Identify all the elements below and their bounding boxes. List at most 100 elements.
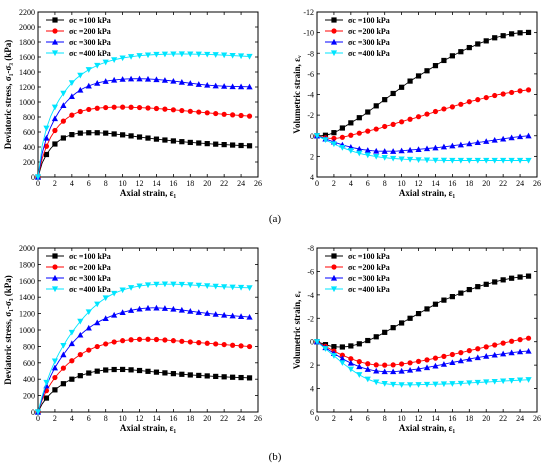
data-point: [432, 144, 439, 151]
series-1: [314, 29, 532, 139]
data-point: [204, 310, 211, 316]
data-point: [474, 379, 481, 386]
x-tick-label: 0: [36, 414, 40, 423]
legend-label: σc =400 kPa: [348, 285, 390, 294]
data-point: [43, 125, 50, 132]
legend-label: σc =200 kPa: [348, 263, 390, 272]
data-point: [127, 75, 135, 82]
y-tick-label: -4: [307, 291, 314, 300]
data-point: [161, 77, 169, 83]
data-point: [466, 44, 472, 51]
data-point: [373, 367, 380, 374]
y-tick-label: 200: [23, 158, 35, 167]
data-point: [424, 306, 430, 312]
legend-label: σc =400 kPa: [69, 49, 111, 58]
data-point: [475, 284, 481, 290]
legend-label: σc =100 kPa: [348, 252, 390, 261]
data-point: [213, 141, 219, 147]
legend-label: σc =100 kPa: [69, 252, 111, 261]
data-point: [221, 111, 227, 117]
data-point: [415, 311, 422, 317]
data-point: [415, 157, 422, 163]
legend-marker: [330, 38, 338, 45]
data-point: [68, 329, 75, 336]
legend: σc =100 kPa σc =200 kPa σc =300 kPa σc =400…: [325, 252, 390, 294]
data-point: [170, 138, 176, 144]
x-tick-label: 6: [366, 179, 370, 188]
data-point: [77, 352, 83, 358]
legend-label: σc =400 kPa: [348, 49, 390, 58]
x-tick-label: 8: [104, 414, 108, 423]
data-point: [500, 91, 506, 97]
data-point: [406, 366, 414, 373]
data-point: [52, 127, 58, 134]
data-point: [390, 368, 397, 375]
data-point: [525, 87, 532, 93]
data-point: [237, 284, 245, 291]
data-point: [187, 139, 193, 146]
data-point: [179, 107, 185, 114]
data-point: [51, 358, 59, 365]
data-point: [85, 324, 92, 331]
data-point: [500, 277, 506, 283]
x-tick-label: 6: [87, 414, 91, 423]
series-1: [35, 366, 253, 415]
x-axis-label: Axial strain, ε₁: [120, 423, 177, 433]
data-point: [347, 359, 354, 366]
legend-label: σc =100 kPa: [69, 16, 111, 25]
data-point: [458, 350, 464, 356]
y-tick-label: 1000: [19, 98, 35, 107]
data-point: [516, 157, 524, 164]
data-point: [60, 342, 67, 349]
y-tick-label: 200: [23, 392, 35, 401]
y-tick-label: 2200: [19, 8, 35, 17]
data-point: [406, 156, 414, 163]
data-point: [43, 143, 50, 149]
data-point: [196, 372, 202, 379]
data-point: [356, 150, 363, 157]
x-tick-label: 24: [237, 179, 245, 188]
data-point: [432, 108, 439, 115]
data-point: [229, 83, 236, 90]
data-point: [432, 362, 439, 369]
data-point: [103, 341, 109, 347]
data-point: [102, 315, 109, 321]
data-point: [364, 147, 371, 153]
data-point: [77, 86, 84, 93]
data-point: [492, 35, 498, 41]
data-point: [509, 338, 515, 344]
data-point: [238, 343, 244, 349]
data-point: [170, 281, 177, 288]
y-tick-label: 600: [23, 359, 35, 368]
data-point: [77, 331, 84, 338]
data-point: [330, 353, 338, 359]
data-point: [162, 106, 168, 112]
data-point: [77, 72, 84, 79]
data-point: [348, 132, 354, 138]
data-point: [153, 281, 160, 288]
y-tick-label: 1600: [19, 277, 35, 286]
data-point: [406, 146, 414, 153]
data-point: [398, 382, 405, 388]
data-point: [212, 82, 219, 89]
data-point: [466, 157, 473, 164]
legend-marker: [51, 50, 59, 57]
data-point: [449, 157, 456, 164]
legend-marker: [51, 274, 59, 281]
data-point: [424, 68, 430, 74]
data-point: [43, 134, 50, 141]
x-tick-label: 10: [119, 414, 127, 423]
data-point: [432, 157, 439, 164]
data-point: [525, 273, 532, 279]
x-tick-label: 4: [349, 414, 353, 423]
legend-label: σc =400 kPa: [69, 285, 111, 294]
data-point: [466, 99, 472, 105]
y-axis-label: Deviatoric stress, σ₁-σ₃ (kPa): [3, 40, 13, 150]
data-point: [246, 53, 253, 60]
data-point: [373, 379, 380, 386]
legend-marker: [52, 253, 58, 259]
data-point: [77, 130, 83, 136]
data-point: [179, 338, 185, 344]
data-point: [440, 361, 448, 367]
data-point: [449, 53, 455, 59]
